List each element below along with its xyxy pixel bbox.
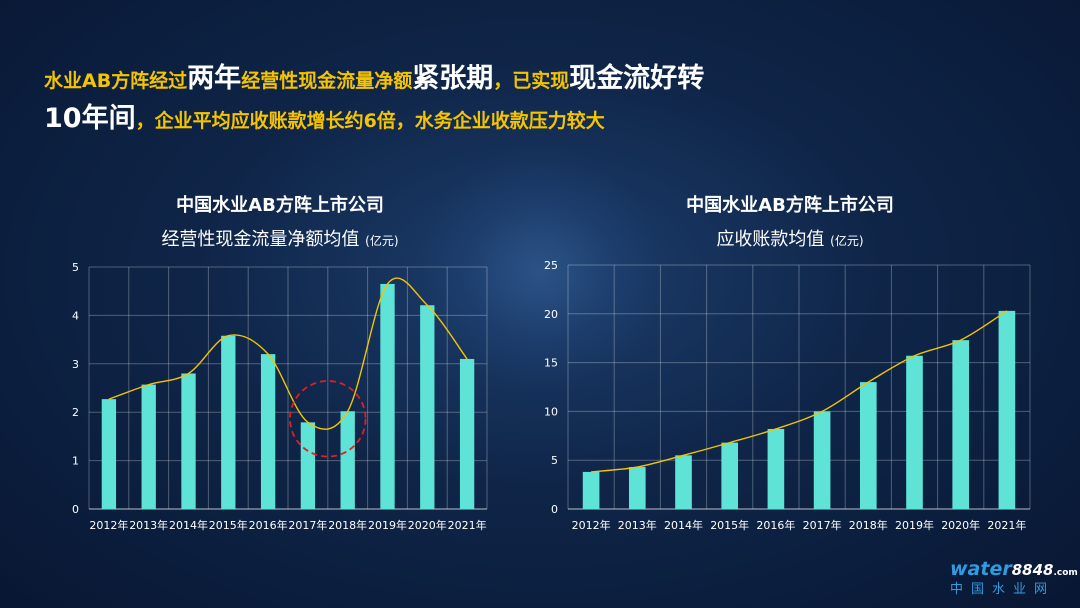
chart2-bar — [952, 340, 970, 509]
chart1-xtick-label: 2020年 — [408, 518, 447, 532]
chart1-bar — [260, 354, 276, 509]
chart2-xtick-label: 2015年 — [710, 518, 749, 532]
chart1-ytick-label: 5 — [72, 261, 79, 274]
chart2-xtick-label: 2017年 — [803, 518, 842, 532]
headline-segment: ，企业平均应收账款增长约6倍，水务企业收款压力较大 — [135, 110, 605, 132]
chart2-xtick-label: 2016年 — [756, 518, 795, 532]
chart2-bar — [906, 355, 923, 509]
chart2-ytick-label: 20 — [544, 308, 558, 321]
chart1-xtick-label: 2015年 — [209, 518, 248, 532]
chart1-highlight-circle — [289, 380, 367, 458]
chart1-ytick-label: 1 — [72, 455, 79, 468]
chart2-xtick-label: 2020年 — [941, 518, 980, 532]
chart1-bar — [459, 358, 475, 509]
chart1-bar — [221, 335, 236, 509]
chart2-trendline — [591, 310, 1008, 473]
chart2-title-block: 中国水业AB方阵上市公司 应收账款均值 (亿元) — [590, 191, 990, 251]
chart2-ytick-label: 15 — [544, 357, 558, 370]
chart2-xtick-label: 2013年 — [618, 518, 657, 532]
chart1-bar — [420, 305, 435, 509]
logo-brand: water — [950, 558, 1012, 580]
chart2-bar — [628, 467, 646, 509]
chart1-xtick-label: 2014年 — [169, 518, 208, 532]
chart2-ytick-label: 0 — [551, 503, 558, 516]
headline-line-2: 10年间，企业平均应收账款增长约6倍，水务企业收款压力较大 — [44, 96, 605, 135]
chart2-subtitle-text: 应收账款均值 — [716, 229, 825, 250]
chart2-title: 中国水业AB方阵上市公司 — [686, 195, 894, 216]
chart2-xtick-label: 2014年 — [664, 518, 703, 532]
chart2-bar — [582, 471, 600, 509]
headline-segment: 10年间 — [44, 103, 136, 134]
chart1-trendline — [108, 277, 468, 430]
chart2-bar — [675, 455, 692, 509]
chart2-xtick-label: 2012年 — [572, 518, 611, 532]
chart2-bar — [859, 382, 877, 509]
chart1-bar — [141, 384, 156, 509]
chart2-ytick-label: 25 — [544, 259, 558, 272]
chart1-ytick-label: 3 — [72, 358, 79, 371]
chart1-subtitle: 经营性现金流量净额均值 (亿元) — [80, 225, 480, 251]
chart2-xtick-label: 2018年 — [849, 518, 888, 532]
logo-cn: 中国水业网 — [950, 582, 1056, 597]
headline-segment: 现金流好转 — [569, 63, 705, 94]
chart1-xtick-label: 2021年 — [448, 518, 487, 532]
chart2-xtick-label: 2019年 — [895, 518, 934, 532]
headline-segment: 经营性现金流量净额 — [241, 70, 413, 92]
headline-segment: 水业AB方阵经过 — [44, 70, 188, 92]
chart2-bar — [998, 310, 1016, 509]
chart1-title: 中国水业AB方阵上市公司 — [176, 195, 384, 216]
chart1-bar — [101, 399, 117, 509]
chart2-ytick-label: 10 — [544, 405, 558, 418]
chart1-subtitle-text: 经营性现金流量净额均值 — [161, 229, 360, 250]
logo-num: 8848 — [1011, 561, 1054, 579]
chart1-bar — [181, 373, 196, 509]
chart1-xtick-label: 2019年 — [368, 518, 407, 532]
chart2-bar — [813, 411, 831, 509]
headline-segment: ，已实现 — [493, 70, 570, 92]
cash-flow-bar-chart: 0 1 2 3 4 5 2012年 2013年 2014年 2015年 2016年 2017年 2018… — [72, 261, 488, 532]
chart1-bar — [380, 283, 395, 509]
chart2-xtick-label: 2021年 — [987, 518, 1026, 532]
chart1-xtick-label: 2013年 — [129, 518, 168, 532]
chart1-unit: (亿元) — [365, 234, 399, 248]
logo-com: .com — [1053, 568, 1078, 578]
headline-line-1: 水业AB方阵经过两年经营性现金流量净额紧张期，已实现现金流好转 — [44, 56, 704, 95]
chart2-bar — [767, 428, 785, 509]
headline-segment: 紧张期 — [412, 63, 494, 94]
chart1-xtick-label: 2017年 — [288, 518, 327, 532]
headline-segment: 两年 — [187, 63, 242, 94]
chart1-xtick-label: 2012年 — [89, 518, 128, 532]
chart2-ytick-label: 5 — [551, 454, 558, 467]
chart1-xtick-label: 2018年 — [328, 518, 367, 532]
chart1-xtick-label: 2016年 — [249, 518, 288, 532]
chart1-bar — [340, 411, 355, 509]
chart1-ytick-label: 2 — [72, 406, 79, 419]
water8848-logo: water8848.com 中国水业网 — [950, 558, 1078, 604]
chart1-title-block: 中国水业AB方阵上市公司 经营性现金流量净额均值 (亿元) — [80, 191, 480, 251]
chart2-subtitle: 应收账款均值 (亿元) — [590, 225, 990, 251]
chart2-unit: (亿元) — [830, 234, 864, 248]
chart1-ytick-label: 0 — [72, 503, 79, 516]
chart2-bar — [721, 442, 739, 509]
chart1-ytick-label: 4 — [72, 309, 79, 322]
background-globe — [420, 150, 660, 390]
chart1-bar — [300, 422, 316, 509]
